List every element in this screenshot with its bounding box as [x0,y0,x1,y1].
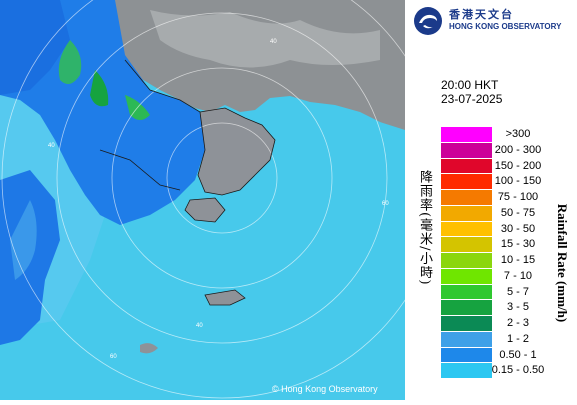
legend-swatch [441,347,492,364]
radar-map: 40 60 40 60 40 © Hong Kong Observatory [0,0,405,400]
legend-swatch [441,127,492,143]
legend-swatch [441,142,492,159]
legend-label: 50 - 75 [500,206,536,219]
legend-panel: 香港天文台 HONG KONG OBSERVATORY 20:00 HKT 23… [405,0,577,400]
legend-label: 1 - 2 [506,332,529,345]
legend-label: 15 - 30 [500,238,536,251]
time-text: 20:00 HKT [441,78,499,92]
legend-swatch [441,221,492,238]
ring-label: 40 [196,323,203,329]
legend-label: 3 - 5 [506,301,529,314]
legend-label: 150 - 200 [494,159,542,172]
hko-swirl-icon [414,7,442,35]
timestamp: 20:00 HKT 23-07-2025 [441,78,502,106]
legend-swatch [441,158,492,175]
legend-title-en-wrap: Rainfall Rate (mm/h) [551,158,573,368]
legend-swatch [441,331,492,348]
legend-swatch [441,190,492,206]
legend-label: 2 - 3 [506,317,529,329]
legend-color-scale [441,127,492,379]
legend-label: 0.50 - 1 [499,348,537,361]
legend-swatch [441,300,492,316]
legend-title-zh: 降雨率(毫米/小時) [417,170,432,286]
legend-label: 0.15 - 0.50 [491,364,545,377]
rain-cell-green [58,40,82,84]
hko-logo: 香港天文台 HONG KONG OBSERVATORY [413,6,561,36]
ring-label: 40 [270,39,277,45]
legend-label: 7 - 10 [503,269,533,282]
legend-label: 75 - 100 [497,191,539,203]
legend-swatch [441,363,492,379]
legend-label: 200 - 300 [494,143,542,156]
outlying-island [205,290,245,305]
ring-label: 60 [110,354,117,360]
lantau-island [185,198,225,222]
org-name-zh: 香港天文台 [449,8,514,21]
legend-label: >300 [505,128,531,140]
legend-label: 100 - 150 [494,175,542,188]
radar-image: 40 60 40 60 40 [0,0,405,400]
legend-labels: >300 200 - 300 150 - 200 100 - 150 75 - 100 5… [483,127,553,379]
legend-label: 5 - 7 [506,285,529,298]
legend-swatch [441,237,492,253]
legend-label: 10 - 15 [500,254,536,266]
legend-swatch [441,253,492,269]
ring-label: 40 [48,143,55,149]
legend-label: 30 - 50 [500,222,536,235]
hong-kong-land [198,108,275,195]
copyright-text: © Hong Kong Observatory [272,384,378,394]
cloud-cover [150,10,380,68]
date-text: 23-07-2025 [441,92,503,106]
legend-swatch [441,268,492,285]
org-name-en: HONG KONG OBSERVATORY [449,22,562,31]
ring-label: 60 [382,201,389,207]
legend-swatch [441,205,492,222]
legend-swatch [441,284,492,301]
legend-swatch [441,174,492,190]
legend-swatch [441,316,492,332]
legend-title-en: Rainfall Rate (mm/h) [555,203,570,323]
